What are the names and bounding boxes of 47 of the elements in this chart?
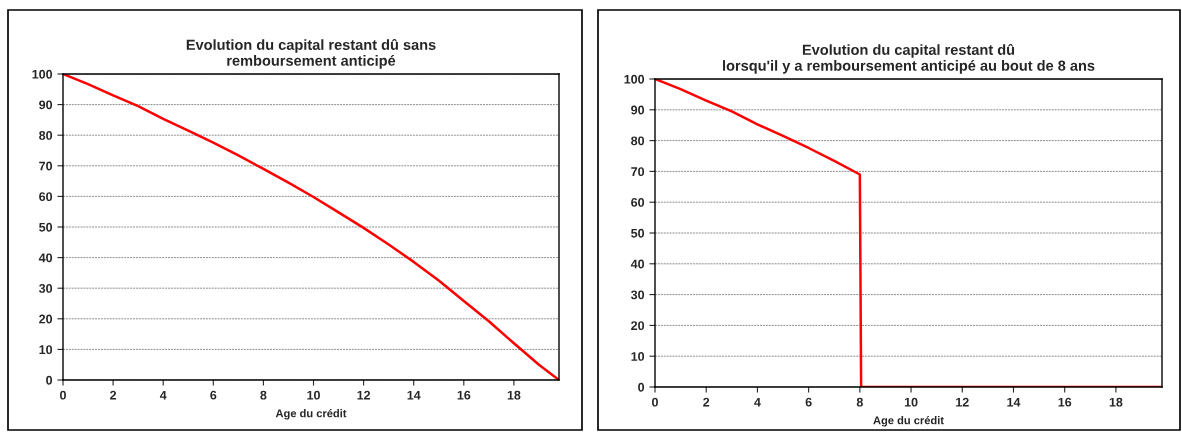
x-axis-title: Age du crédit (873, 416, 944, 427)
x-tick-label: 10 (904, 397, 918, 407)
x-tick-label: 6 (805, 397, 812, 407)
x-tick-label: 18 (507, 390, 521, 400)
y-tick-label: 70 (631, 167, 645, 177)
x-axis-title: Age du crédit (275, 409, 347, 420)
x-tick-label: 14 (1007, 397, 1021, 407)
x-tick-label: 16 (1058, 397, 1072, 407)
y-tick-label: 10 (631, 352, 645, 361)
y-tick-label: 0 (46, 375, 53, 385)
x-tick-label: 8 (260, 390, 267, 400)
y-tick-label: 90 (631, 105, 645, 115)
y-tick-label: 60 (39, 192, 53, 202)
x-tick-label: 12 (956, 397, 969, 407)
y-tick-label: 50 (631, 228, 645, 238)
x-tick-label: 0 (60, 390, 66, 400)
y-tick-label: 60 (631, 198, 645, 207)
x-tick-label: 18 (1109, 397, 1123, 407)
y-tick-label: 40 (630, 259, 645, 269)
x-tick-label: 8 (856, 397, 863, 407)
chart-title: Evolution du capital restant dû sans remboursement anticipé (186, 38, 436, 69)
y-tick-label: 10 (39, 345, 53, 355)
y-tick-label: 70 (39, 161, 53, 171)
y-tick-label: 30 (38, 284, 53, 293)
x-tick-label: 2 (110, 390, 117, 400)
x-tick-label: 4 (159, 390, 167, 400)
x-tick-label: 6 (210, 390, 217, 400)
y-tick-label: 50 (39, 222, 53, 232)
y-tick-label: 80 (631, 136, 645, 146)
y-tick-label: 0 (638, 382, 645, 392)
x-tick-label: 12 (357, 390, 371, 400)
x-tick-label: 2 (703, 397, 710, 407)
y-tick-label: 90 (39, 100, 53, 110)
x-tick-label: 10 (307, 390, 320, 400)
y-tick-label: 20 (631, 321, 645, 331)
chart-title: Evolution du capital restant dû lorsqu'il y a remboursement anticipé au bout de 8 ans (723, 43, 1095, 74)
x-tick-label: 16 (457, 390, 471, 400)
y-tick-label: 20 (39, 314, 53, 324)
y-tick-label: 80 (39, 131, 53, 140)
y-tick-label: 30 (630, 290, 645, 300)
y-tick-label: 100 (624, 74, 645, 84)
line-series (63, 74, 559, 380)
x-tick-label: 0 (652, 397, 658, 407)
x-tick-label: 4 (754, 397, 761, 407)
y-tick-label: 100 (32, 69, 53, 79)
y-tick-label: 40 (38, 253, 53, 263)
x-tick-label: 14 (407, 390, 421, 400)
